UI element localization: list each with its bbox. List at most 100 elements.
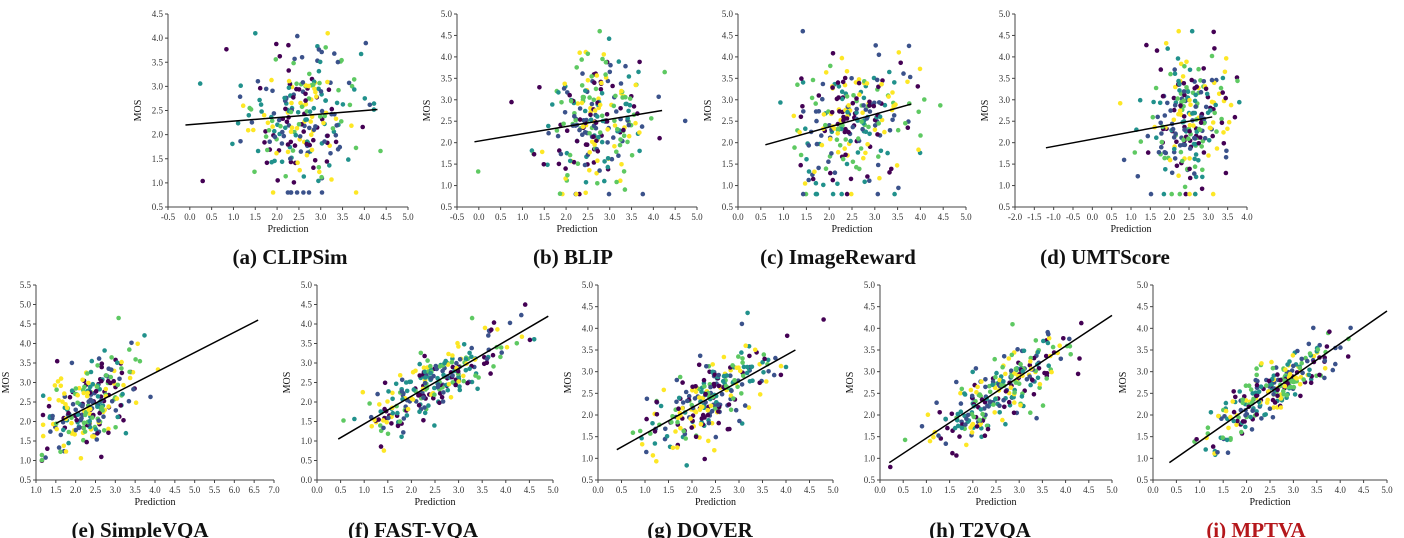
data-point (1200, 174, 1205, 180)
data-point (467, 350, 472, 356)
data-point (319, 108, 325, 114)
data-point (103, 373, 109, 378)
data-point (311, 137, 316, 143)
y-tick-label: 1.5 (441, 159, 453, 169)
data-point (1233, 394, 1238, 400)
data-point (352, 87, 357, 92)
data-point (1173, 84, 1178, 90)
data-point (739, 391, 744, 396)
x-tick-label: 5.5 (209, 485, 221, 495)
y-tick-label: 2.0 (441, 138, 453, 148)
data-point (612, 144, 617, 149)
data-point (461, 342, 467, 347)
data-point (281, 133, 287, 139)
data-point (62, 391, 67, 396)
data-point (963, 422, 968, 427)
data-point (461, 378, 467, 384)
y-tick-label: 3.5 (864, 345, 876, 355)
data-point (1018, 403, 1023, 408)
data-point (339, 57, 344, 63)
data-point (58, 432, 64, 438)
x-tick-label: -1.0 (1047, 212, 1062, 222)
data-point (589, 101, 595, 107)
data-point (1171, 135, 1177, 140)
data-point (1208, 125, 1213, 131)
panel-caption: (b) BLIP (533, 245, 613, 269)
data-point (1196, 158, 1201, 163)
data-point (640, 191, 646, 197)
data-point (618, 106, 623, 111)
y-tick-label: 2.0 (301, 397, 313, 407)
data-point (806, 169, 812, 174)
data-point (332, 51, 337, 56)
panel-caption: (a) CLIPSim (233, 245, 348, 269)
data-point (593, 86, 599, 92)
data-point (682, 118, 688, 124)
data-point (450, 364, 456, 370)
data-point (54, 387, 59, 393)
data-point (681, 428, 686, 434)
data-point (267, 139, 273, 144)
data-point (1210, 444, 1216, 449)
data-point (276, 117, 282, 123)
data-point (1281, 388, 1286, 394)
data-point (454, 360, 459, 366)
data-point (1265, 397, 1270, 403)
y-tick-label: 5.0 (722, 9, 734, 19)
data-point (70, 401, 76, 407)
data-point (574, 65, 579, 70)
data-point (577, 117, 583, 122)
data-point (1046, 363, 1051, 369)
data-point (970, 369, 975, 375)
scatter-points (475, 28, 688, 197)
x-axis-label: Prediction (1249, 497, 1290, 508)
data-point (86, 407, 92, 413)
data-point (1254, 372, 1259, 378)
data-point (82, 384, 87, 390)
data-point (1216, 91, 1222, 97)
data-point (1222, 69, 1228, 75)
y-tick-label: 1.0 (582, 453, 594, 463)
data-point (959, 425, 965, 431)
data-point (1203, 86, 1209, 92)
x-tick-label: 2.5 (582, 212, 594, 222)
data-point (1150, 114, 1156, 120)
data-point (1003, 421, 1008, 427)
data-point (298, 100, 303, 106)
data-point (896, 50, 902, 55)
data-point (440, 399, 446, 404)
data-point (595, 149, 601, 154)
data-point (1290, 353, 1296, 358)
data-point (712, 448, 717, 453)
data-point (629, 153, 635, 158)
data-point (300, 80, 306, 85)
data-point (69, 360, 75, 366)
data-point (1269, 359, 1274, 365)
data-point (616, 59, 622, 64)
data-point (595, 114, 600, 119)
y-tick-label: 1.0 (152, 178, 164, 188)
data-point (673, 429, 678, 434)
x-tick-label: 0.0 (732, 212, 744, 222)
data-point (1236, 415, 1241, 420)
data-point (626, 74, 632, 79)
data-point (616, 153, 621, 158)
data-point (839, 55, 845, 61)
data-point (905, 79, 910, 85)
data-point (340, 102, 346, 107)
data-point (113, 408, 119, 413)
data-point (739, 382, 745, 387)
data-point (106, 430, 111, 436)
data-point (294, 86, 299, 92)
data-point (556, 161, 562, 167)
data-point (431, 395, 436, 401)
data-point (716, 420, 721, 426)
data-point (274, 150, 279, 156)
data-point (664, 434, 670, 439)
data-point (297, 134, 303, 139)
data-point (258, 102, 264, 107)
x-tick-label: 2.0 (824, 212, 836, 222)
data-point (386, 389, 391, 394)
data-point (76, 385, 82, 391)
data-point (440, 368, 445, 374)
